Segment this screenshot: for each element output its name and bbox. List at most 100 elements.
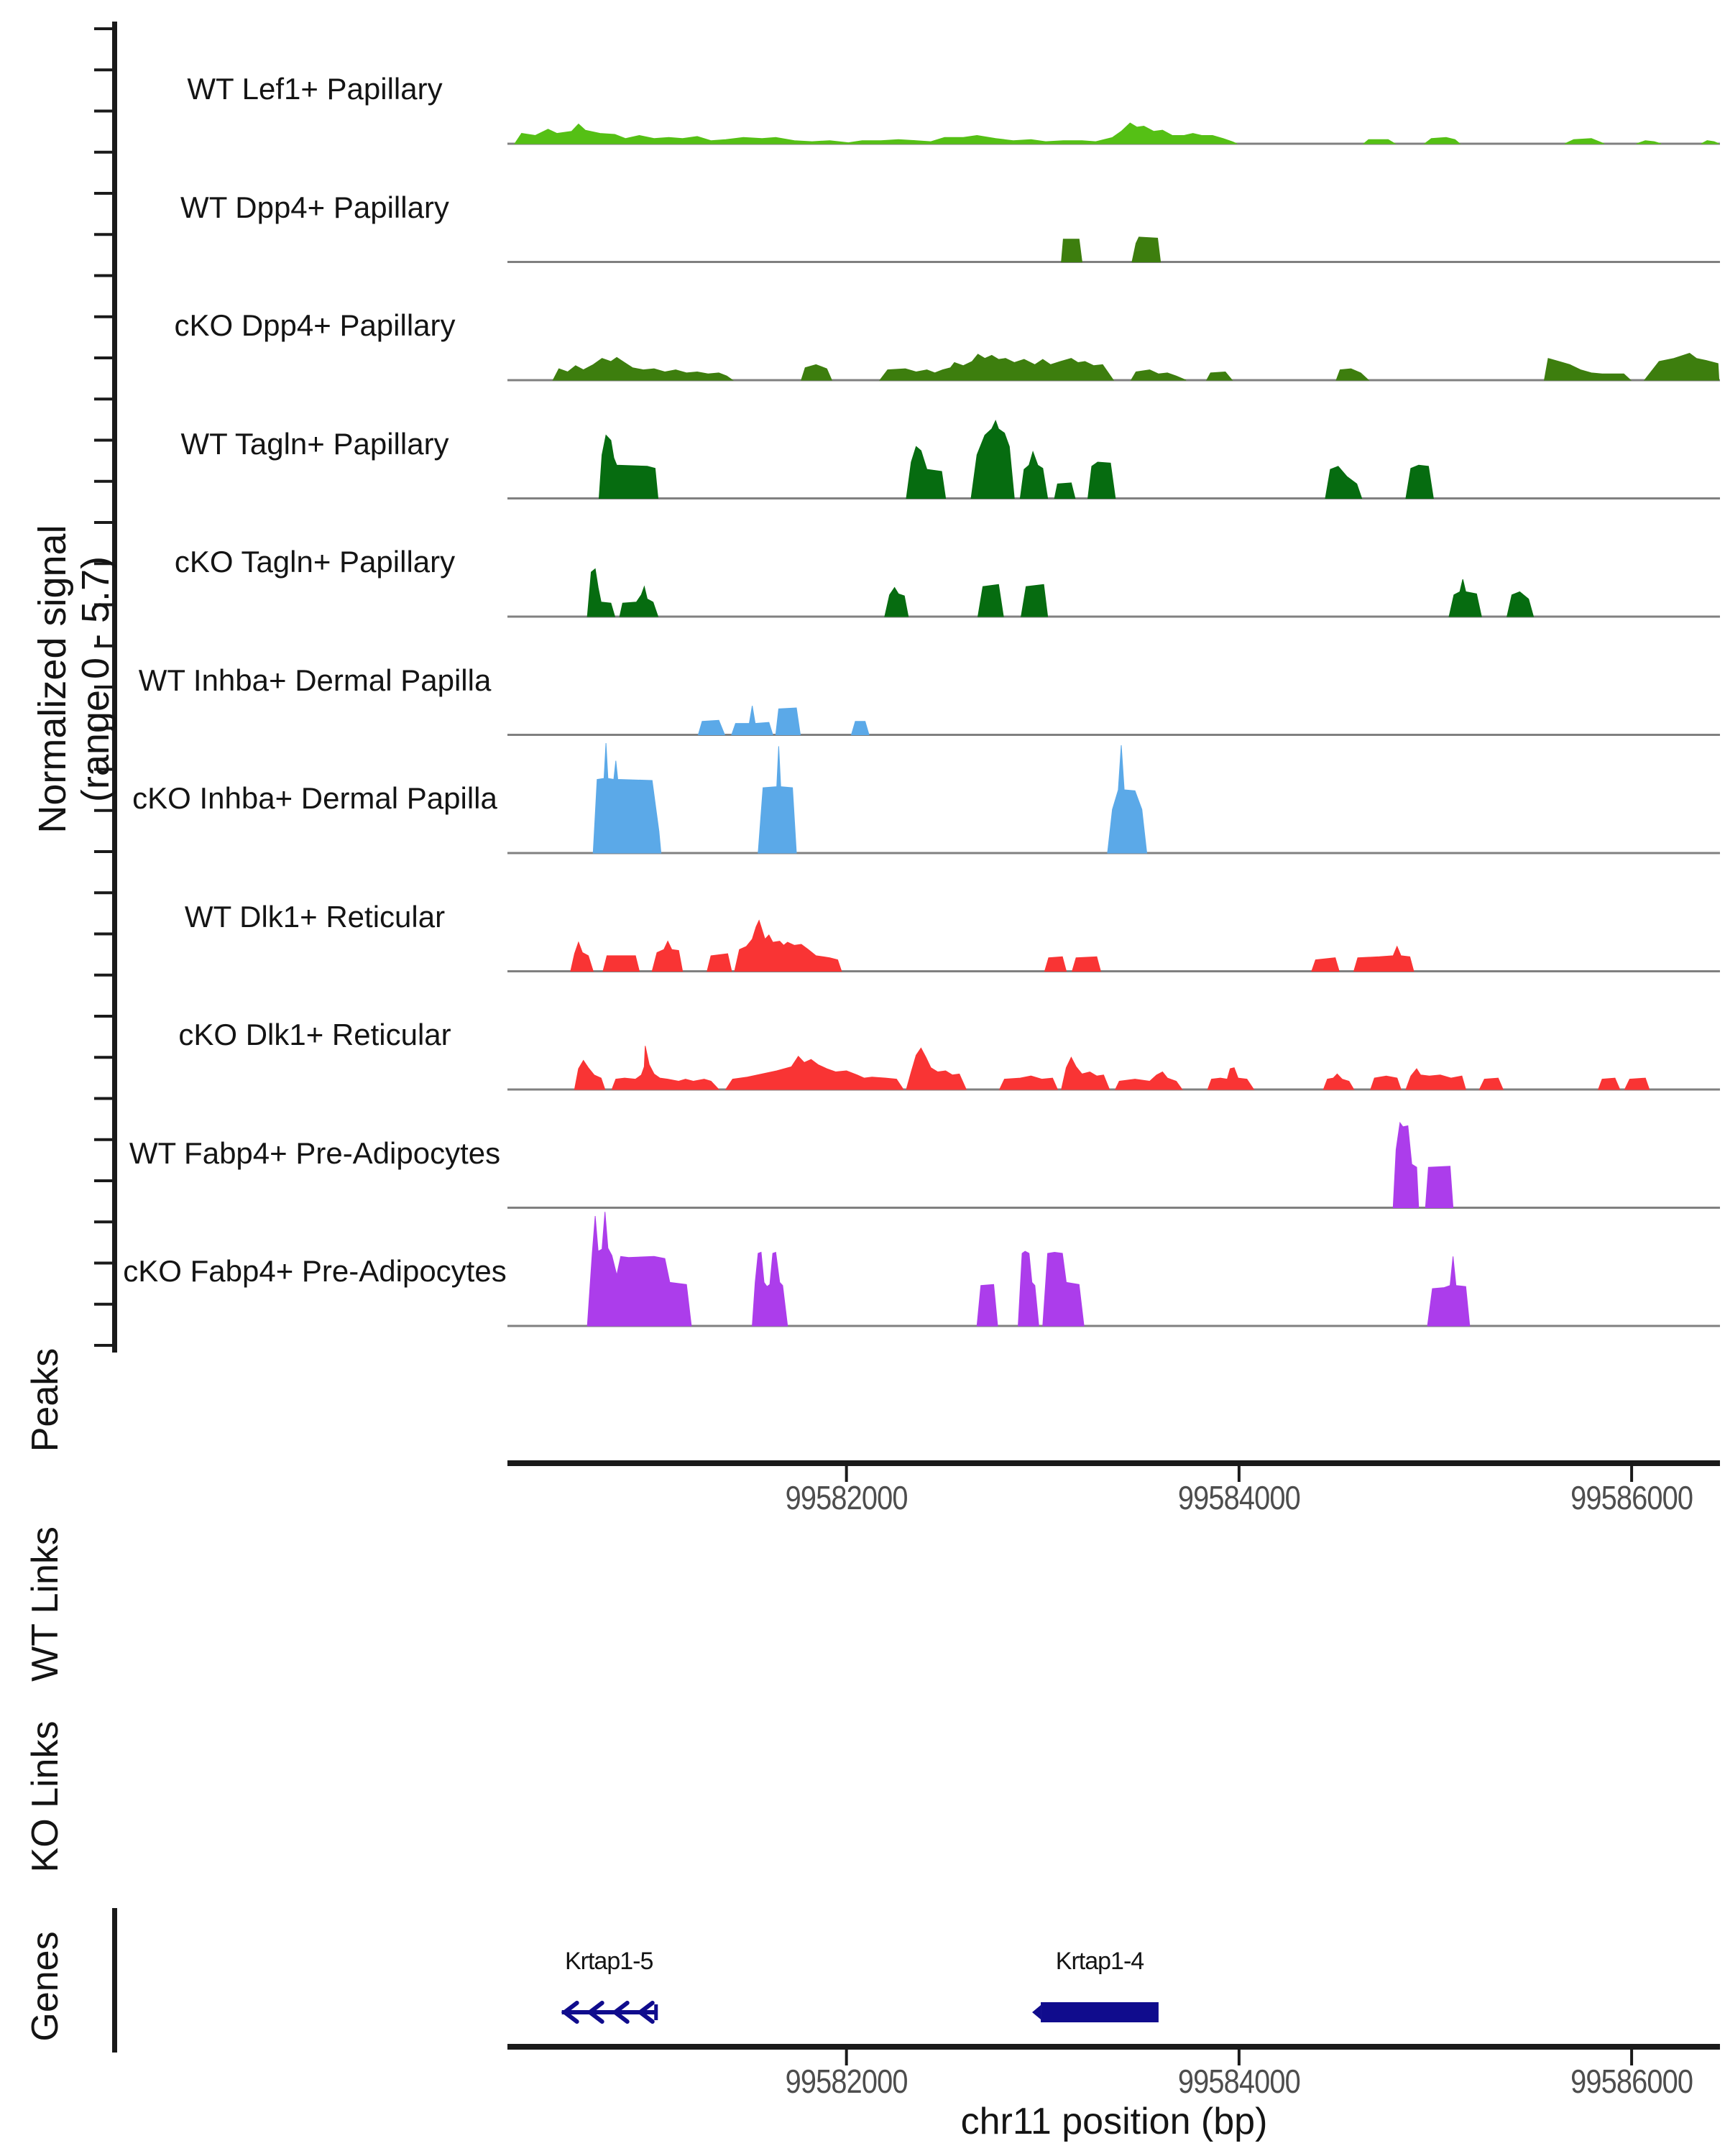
signal-peak: [1207, 1067, 1255, 1090]
signal-peak: [1044, 956, 1067, 972]
signal-peak: [598, 434, 659, 499]
signal-peak: [1131, 236, 1162, 262]
signal-peak: [1021, 584, 1049, 617]
signal-peak: [1107, 745, 1148, 854]
gene-strand-arrow: [636, 2001, 655, 2024]
signal-peak: [1019, 450, 1049, 499]
signal-peak: [998, 1075, 1059, 1090]
signal-peak: [1636, 140, 1662, 144]
track-label: WT Lef1+ Papillary: [187, 72, 443, 106]
signal-peak: [1405, 464, 1434, 499]
signal-peak: [1427, 1256, 1471, 1327]
section-label-wt-links: WT Links: [24, 1526, 66, 1682]
signal-peak: [1322, 1073, 1355, 1090]
track-label: WT Dlk1+ Reticular: [184, 899, 446, 934]
signal-peak: [884, 586, 909, 617]
signal-peak: [1448, 579, 1482, 617]
signal-peak: [850, 721, 870, 735]
axis-tick-label: 99586000: [1570, 2063, 1693, 2100]
gene-label-Krtap1-5: Krtap1-5: [565, 1948, 653, 1975]
axis-tick-label: 99582000: [786, 1479, 908, 1516]
signal-peak: [978, 584, 1004, 617]
signal-peak: [1061, 239, 1082, 262]
signal-peak: [758, 746, 797, 854]
signal-peak: [611, 1046, 720, 1090]
track-label: cKO Inhba+ Dermal Papilla: [132, 781, 497, 815]
axis-tick-label: 99586000: [1570, 1479, 1693, 1516]
gene-strand-arrow: [586, 2001, 604, 2024]
track-label: cKO Dlk1+ Reticular: [178, 1018, 451, 1051]
signal-peak: [1072, 956, 1101, 972]
signal-peak: [1506, 591, 1535, 617]
signal-peak: [570, 941, 594, 972]
signal-peak: [879, 354, 1115, 381]
signal-peak: [1370, 1075, 1402, 1090]
axis-tick-label: 99584000: [1178, 2063, 1300, 2100]
signal-peak: [724, 1055, 904, 1090]
signal-peak: [592, 742, 662, 854]
signal-peak: [586, 568, 616, 617]
signal-peak: [586, 1212, 692, 1327]
signal-peak: [697, 719, 726, 735]
signal-peak: [801, 364, 832, 381]
signal-peak: [1325, 466, 1363, 499]
signal-peak: [976, 1284, 998, 1327]
signal-peak: [1042, 1251, 1085, 1327]
gene-strand-arrow: [561, 2001, 579, 2024]
track-label: cKO Tagln+ Papillary: [174, 545, 456, 579]
section-label-ko-links: KO Links: [24, 1720, 66, 1873]
signal-peak: [514, 122, 1238, 144]
signal-peak: [1423, 137, 1461, 144]
signal-peak: [602, 955, 640, 972]
signal-peak: [1544, 358, 1632, 381]
signal-peak: [734, 919, 842, 972]
signal-peak: [552, 356, 734, 381]
y-axis-label-line1: Normalized signal: [31, 525, 74, 834]
signal-peak: [651, 940, 684, 972]
signal-peak: [1405, 1068, 1466, 1090]
signal-peak: [1478, 1077, 1504, 1090]
track-label: WT Tagln+ Papillary: [180, 426, 449, 461]
signal-peak: [1061, 1056, 1110, 1090]
track-label: WT Dpp4+ Papillary: [180, 190, 449, 224]
gene-strand-arrow: [1032, 2005, 1041, 2019]
signal-peak: [1392, 1121, 1420, 1208]
signal-peak: [1701, 140, 1719, 144]
track-label: cKO Fabp4+ Pre-Adipocytes: [123, 1254, 507, 1288]
track-label: WT Inhba+ Dermal Papilla: [138, 663, 492, 697]
track-label: cKO Dpp4+ Papillary: [174, 308, 456, 342]
signal-peak: [752, 1251, 788, 1327]
signal-peak: [1054, 482, 1076, 499]
gene-body-Krtap1-4: [1041, 2002, 1159, 2022]
signal-peak: [1205, 371, 1233, 381]
signal-peak: [970, 419, 1015, 499]
signal-peak: [1425, 1166, 1454, 1208]
signal-peak: [1335, 368, 1370, 381]
section-label-genes: Genes: [24, 1931, 66, 2042]
signal-peak: [775, 707, 801, 735]
signal-peak: [1115, 1071, 1183, 1090]
signal-peak: [1311, 957, 1340, 972]
signal-peak: [1130, 369, 1187, 381]
section-label-peaks: Peaks: [24, 1348, 66, 1452]
signal-peak: [906, 446, 947, 499]
track-label: WT Fabp4+ Pre-Adipocytes: [129, 1135, 501, 1170]
axis-tick-label: 99584000: [1178, 1479, 1300, 1516]
signal-peak: [1353, 945, 1414, 972]
signal-peak: [1624, 1077, 1650, 1090]
x-axis-title: chr11 position (bp): [960, 2101, 1268, 2142]
signal-peak: [1362, 139, 1397, 144]
signal-peak: [1087, 461, 1116, 499]
signal-peak: [731, 706, 773, 735]
signal-peak: [707, 953, 732, 972]
signal-peak: [1564, 138, 1605, 144]
signal-peak: [1643, 352, 1720, 381]
axis-tick-label: 99582000: [786, 2063, 908, 2100]
signal-peak: [906, 1047, 967, 1090]
signal-peak: [619, 585, 659, 617]
signal-peak: [574, 1059, 606, 1090]
gene-label-Krtap1-4: Krtap1-4: [1056, 1948, 1144, 1975]
signal-peak: [1018, 1250, 1039, 1327]
